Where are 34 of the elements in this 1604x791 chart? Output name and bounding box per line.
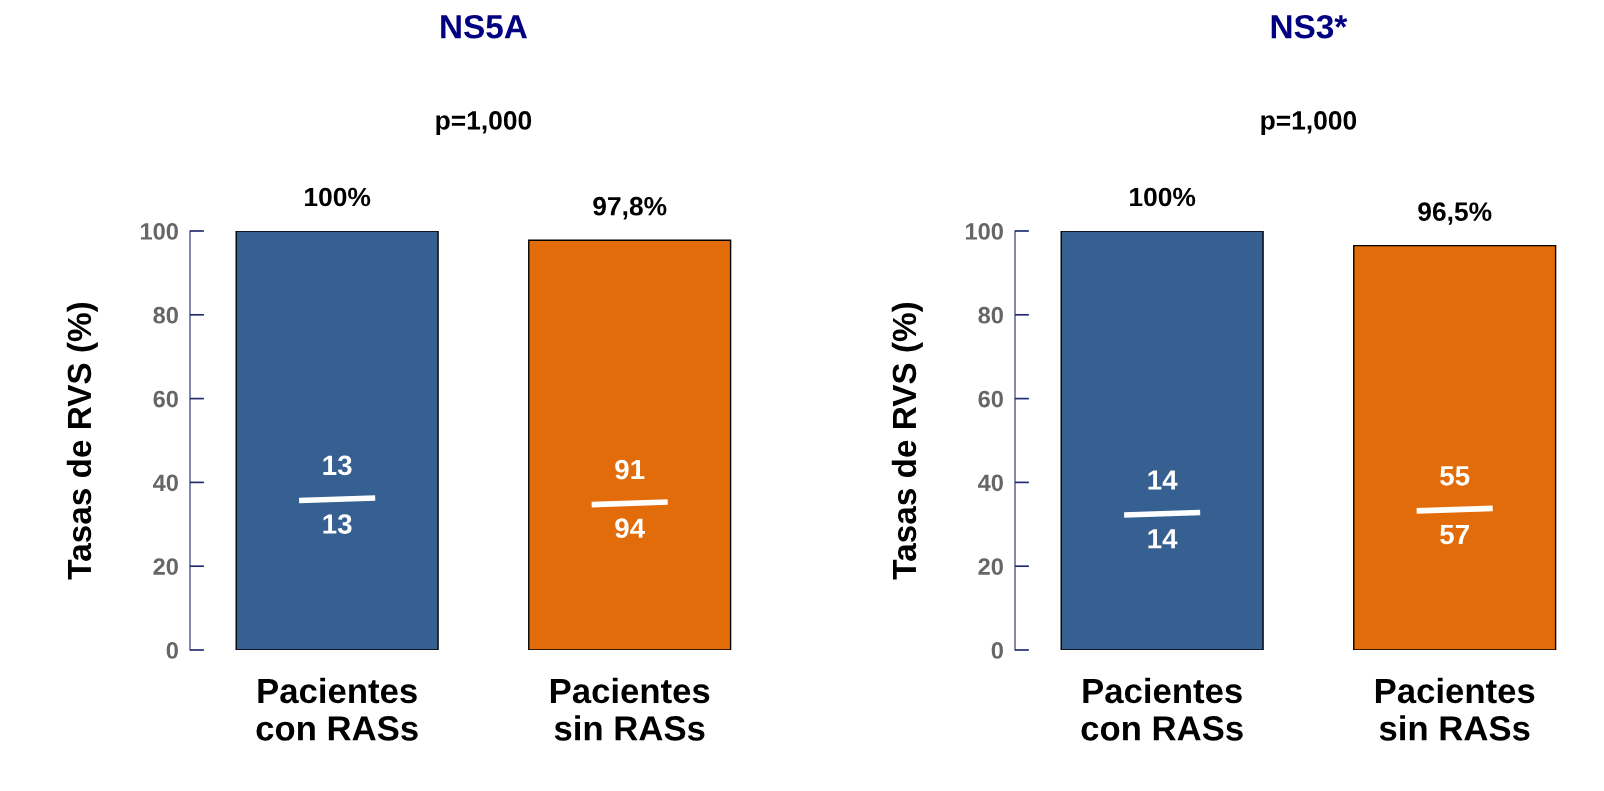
y-tick-label: 80 [978,306,1003,324]
y-tick-label: 0 [991,642,1003,659]
y-tick-label: 20 [153,558,178,575]
y-tick-label: 60 [978,390,1003,408]
x-tick-label: Pacientes sin RASs [1375,677,1535,741]
chart-subtitle: p=1,000 [436,111,532,135]
y-tick-label: 80 [153,306,178,324]
annotation: 13 [323,455,352,476]
x-tick-label: Pacientes con RASs [256,677,418,741]
data-label: 97,8% [593,196,667,220]
y-tick-label: 40 [152,474,178,492]
chart-subtitle: p=1,000 [1261,111,1357,135]
x-tick-label: Pacientes sin RASs [550,677,710,741]
chart-title: NS3* [1271,14,1348,39]
annotation: 14 [1148,470,1178,490]
annotation: 91 [615,459,645,480]
y-tick-label: 20 [978,558,1003,575]
y-tick-label: 40 [977,474,1003,492]
annotation: 57 [1440,524,1469,545]
annotation: 94 [615,518,645,539]
y-tick-label: 0 [166,642,178,659]
annotation: 13 [323,514,352,534]
annotation: 14 [1148,529,1178,549]
y-axis-title: Tasas de RVS (%) [891,302,923,580]
annotation: 55 [1440,466,1470,486]
data-label: 100% [305,187,371,207]
x-tick-label: Pacientes con RASs [1081,677,1243,741]
y-tick-label: 100 [965,223,1003,240]
y-tick-label: 60 [153,390,178,408]
y-axis-title: Tasas de RVS (%) [66,302,98,580]
data-label: 96,5% [1418,202,1492,225]
chart-title: NS5A [441,14,527,39]
data-label: 100% [1130,187,1196,207]
y-tick-label: 100 [140,223,178,240]
